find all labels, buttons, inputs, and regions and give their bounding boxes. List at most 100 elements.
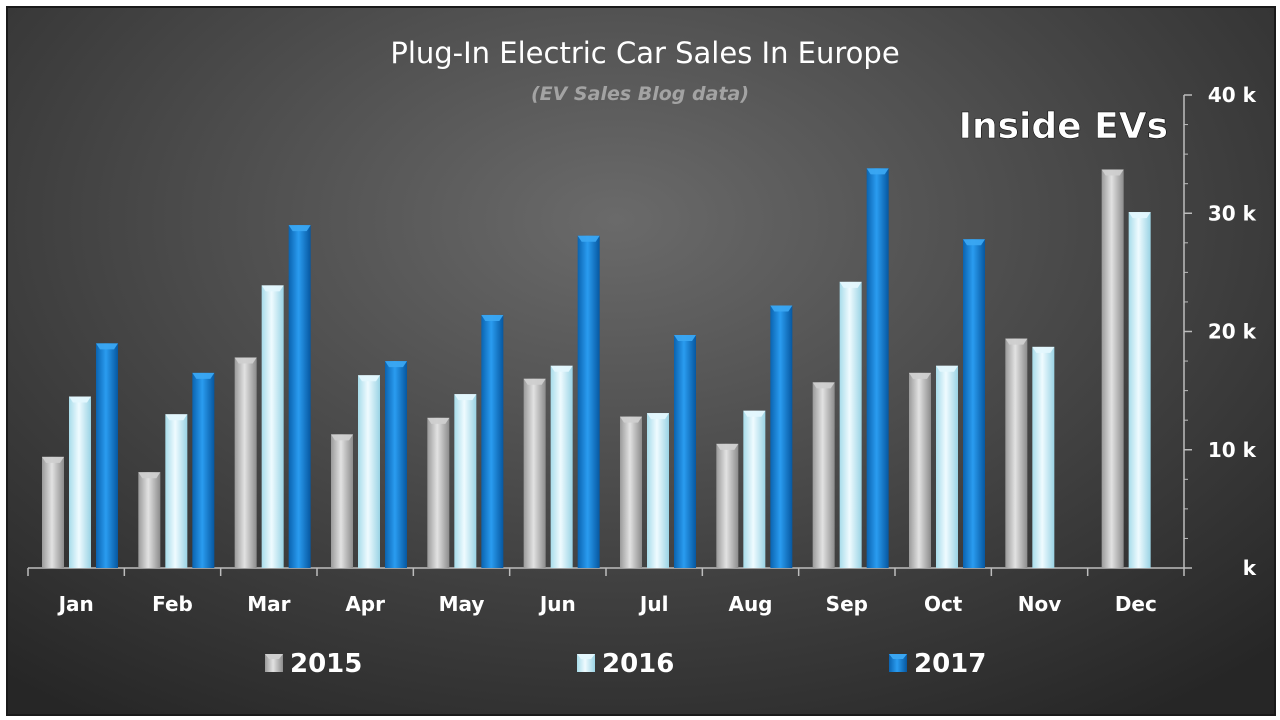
bar-body (165, 414, 188, 568)
legend-label: 2017 (914, 649, 986, 679)
bar-2015-Oct (909, 372, 931, 568)
bar-body (358, 375, 380, 568)
bar-cap (358, 375, 380, 382)
x-tick-label: May (439, 592, 485, 616)
x-tick-label: Jun (538, 592, 576, 616)
chart-title: Plug-In Electric Car Sales In Europe (390, 36, 899, 70)
bar-body (1032, 346, 1055, 568)
bar-2016-Jan (69, 396, 91, 568)
bar-cap (550, 365, 573, 372)
bar-cap (427, 417, 450, 424)
x-tick-label: Jul (638, 592, 669, 616)
bar-2015-May (427, 417, 450, 568)
bar-body (963, 239, 985, 568)
bar-body (96, 343, 118, 568)
bar-body (523, 378, 546, 568)
bar-body (936, 365, 958, 568)
chart-subtitle: (EV Sales Blog data) (531, 83, 749, 105)
bar-body (261, 285, 284, 568)
bar-cap (909, 372, 931, 379)
bar-cap (1005, 338, 1028, 345)
bar-2015-Sep (812, 382, 835, 568)
bar-cap (454, 394, 477, 401)
bar-2016-Sep (839, 281, 862, 568)
bar-2015-Mar (234, 357, 257, 568)
x-axis: Jan Feb Mar Apr May Jun Jul Aug Sep Oct Nov Dec (27, 567, 1185, 616)
bar-body (866, 168, 889, 568)
bar-body (812, 382, 835, 568)
bar-2015-Apr (331, 434, 353, 568)
bar-body (620, 416, 642, 568)
y-tick-label: 20 k (1208, 320, 1257, 344)
brand-logo-text: Inside EVs (959, 106, 1168, 147)
bar-2015-Jun (523, 378, 546, 568)
bar-2015-Feb (138, 472, 161, 568)
bar-cap (674, 335, 696, 342)
bar-body (481, 314, 504, 568)
bar-cap (839, 281, 862, 288)
chart: Plug-In Electric Car Sales In Europe (EV… (27, 36, 1257, 679)
x-tick-label: Dec (1115, 592, 1157, 616)
legend-label: 2015 (290, 649, 362, 679)
chart-frame: Plug-In Electric Car Sales In Europe (EV… (6, 6, 1276, 716)
y-tick-label: 30 k (1208, 201, 1257, 225)
bar-body (550, 365, 573, 568)
legend-swatch-cap (265, 654, 283, 659)
x-tick-label: Oct (924, 592, 963, 616)
x-tick-label: Aug (728, 592, 772, 616)
legend: 2015 2016 2017 (265, 649, 986, 679)
bar-body (1101, 169, 1124, 568)
bar-cap (936, 365, 958, 372)
legend-item-2016: 2016 (577, 649, 674, 679)
bar-2017-Sep (866, 168, 889, 568)
bar-cap (812, 382, 835, 389)
bar-cap (1032, 346, 1055, 353)
bar-2016-Nov (1032, 346, 1055, 568)
bar-body (743, 410, 766, 568)
bar-cap (1101, 169, 1124, 176)
bar-cap (1128, 212, 1151, 219)
bar-2015-Dec (1101, 169, 1124, 568)
legend-item-2015: 2015 (265, 649, 362, 679)
y-tick-label: 40 k (1208, 83, 1257, 107)
bar-cap (96, 343, 118, 350)
bar-2016-Apr (358, 375, 380, 568)
bar-cap (647, 413, 669, 420)
bar-body (385, 361, 407, 568)
x-tick-label: Feb (152, 592, 193, 616)
bar-body (138, 472, 161, 568)
y-axis: k 10 k 20 k 30 k 40 k (1183, 83, 1257, 580)
bar-body (234, 357, 257, 568)
bar-cap (577, 235, 600, 242)
bar-2016-Jul (647, 413, 669, 568)
bar-cap (716, 443, 739, 450)
bar-cap (866, 168, 889, 175)
bar-2017-Jan (96, 343, 118, 568)
bar-2015-Nov (1005, 338, 1028, 568)
bar-cap (331, 434, 353, 441)
bar-cap (192, 372, 215, 379)
bar-2017-May (481, 314, 504, 568)
bar-2017-Feb (192, 372, 215, 568)
bar-body (42, 456, 64, 568)
legend-swatch-cap (577, 654, 595, 659)
bar-2016-Jun (550, 365, 573, 568)
bar-cap (743, 410, 766, 417)
bar-2016-Mar (261, 285, 284, 568)
bar-body (331, 434, 353, 568)
bar-2015-Jan (42, 456, 64, 568)
bar-body (288, 225, 311, 568)
bar-2015-Aug (716, 443, 739, 568)
bar-cap (69, 396, 91, 403)
x-tick-label: Jan (57, 592, 94, 616)
bar-body (1005, 338, 1028, 568)
bar-body (770, 305, 793, 568)
bar-body (839, 281, 862, 568)
bar-body (716, 443, 739, 568)
bar-cap (523, 378, 546, 385)
bar-2017-Apr (385, 361, 407, 568)
y-tick-label: 10 k (1208, 438, 1257, 462)
bar-cap (234, 357, 257, 364)
x-tick-label: Apr (345, 592, 385, 616)
bar-cap (165, 414, 188, 421)
